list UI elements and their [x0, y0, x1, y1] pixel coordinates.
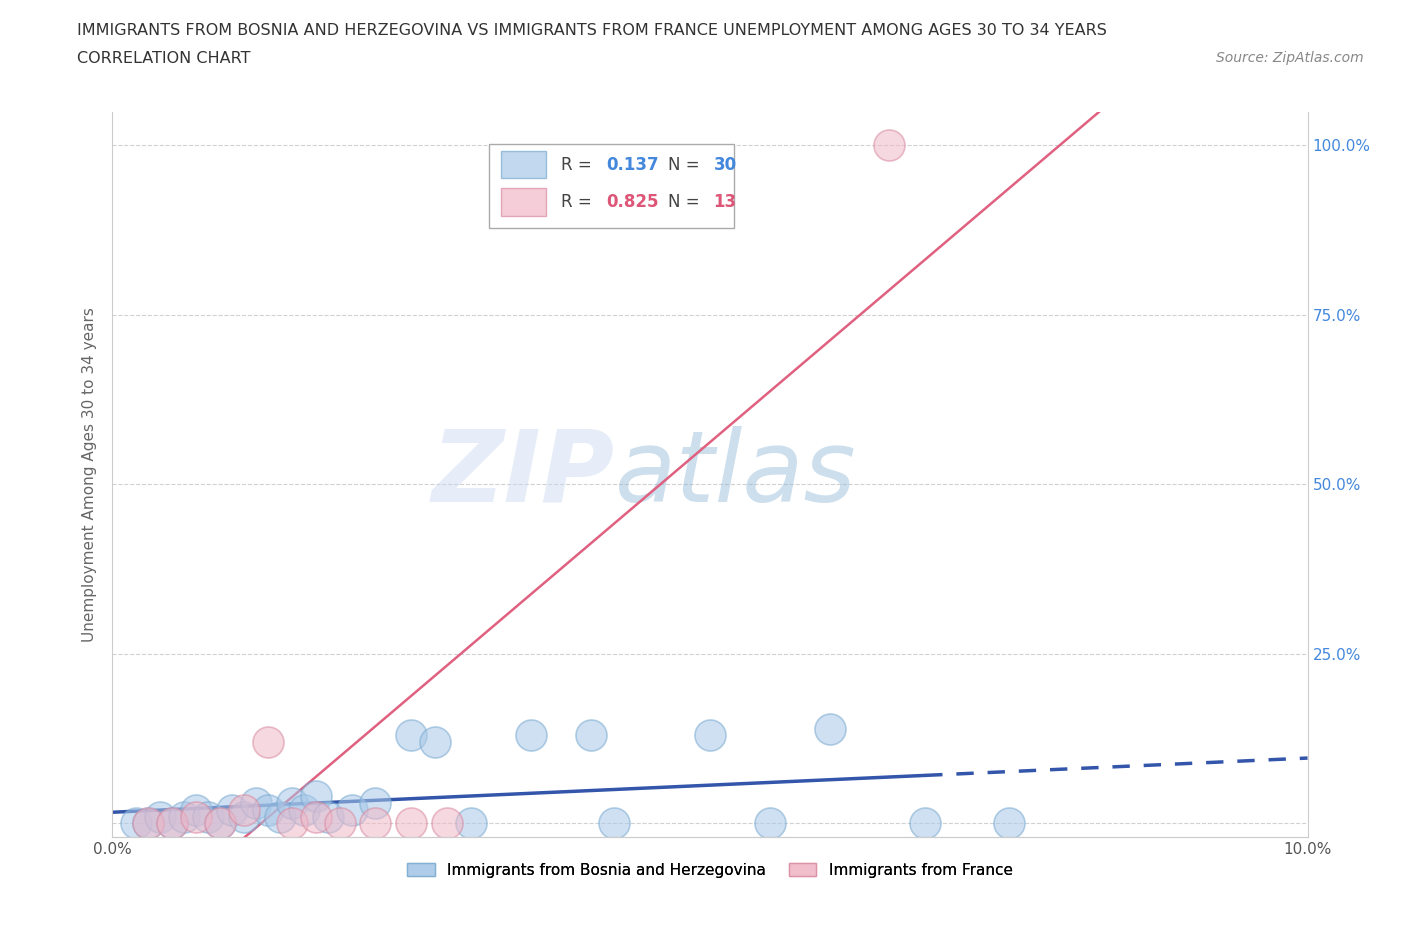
Point: [340, 803, 363, 817]
Text: N =: N =: [668, 193, 704, 211]
Point: [162, 816, 183, 830]
FancyBboxPatch shape: [489, 144, 734, 228]
Point: [699, 728, 721, 743]
Point: [292, 803, 315, 817]
Text: 30: 30: [714, 155, 737, 174]
Point: [186, 803, 208, 817]
Point: [759, 816, 782, 830]
Point: [186, 809, 208, 824]
Point: [364, 796, 387, 811]
Y-axis label: Unemployment Among Ages 30 to 34 years: Unemployment Among Ages 30 to 34 years: [82, 307, 97, 642]
Point: [436, 816, 458, 830]
FancyBboxPatch shape: [501, 151, 547, 179]
Text: R =: R =: [561, 193, 596, 211]
Point: [305, 809, 328, 824]
Point: [520, 728, 543, 743]
Point: [233, 803, 256, 817]
Point: [998, 816, 1021, 830]
Point: [281, 796, 304, 811]
Point: [305, 789, 328, 804]
Point: [125, 816, 148, 830]
Legend: Immigrants from Bosnia and Herzegovina, Immigrants from France: Immigrants from Bosnia and Herzegovina, …: [401, 857, 1019, 884]
Point: [269, 809, 291, 824]
Point: [460, 816, 482, 830]
Point: [364, 816, 387, 830]
Point: [316, 809, 339, 824]
Point: [245, 796, 267, 811]
Point: [149, 809, 172, 824]
Point: [162, 816, 183, 830]
Point: [257, 803, 280, 817]
Point: [173, 809, 195, 824]
Text: R =: R =: [561, 155, 596, 174]
Point: [281, 816, 304, 830]
Point: [257, 735, 280, 750]
Point: [401, 816, 423, 830]
Point: [209, 816, 232, 830]
Point: [401, 728, 423, 743]
FancyBboxPatch shape: [501, 189, 547, 216]
Point: [138, 816, 160, 830]
Text: N =: N =: [668, 155, 704, 174]
Point: [914, 816, 936, 830]
Text: atlas: atlas: [614, 426, 856, 523]
Text: ZIP: ZIP: [432, 426, 614, 523]
Text: 0.137: 0.137: [606, 155, 658, 174]
Point: [138, 816, 160, 830]
Text: Source: ZipAtlas.com: Source: ZipAtlas.com: [1216, 51, 1364, 65]
Text: IMMIGRANTS FROM BOSNIA AND HERZEGOVINA VS IMMIGRANTS FROM FRANCE UNEMPLOYMENT AM: IMMIGRANTS FROM BOSNIA AND HERZEGOVINA V…: [77, 23, 1107, 38]
Point: [818, 721, 841, 736]
Point: [197, 809, 219, 824]
Point: [221, 803, 243, 817]
Point: [233, 809, 256, 824]
Point: [579, 728, 602, 743]
Point: [329, 816, 352, 830]
Point: [603, 816, 626, 830]
Text: 0.825: 0.825: [606, 193, 658, 211]
Point: [425, 735, 447, 750]
Point: [879, 138, 901, 153]
Text: CORRELATION CHART: CORRELATION CHART: [77, 51, 250, 66]
Text: 13: 13: [714, 193, 737, 211]
Point: [209, 816, 232, 830]
